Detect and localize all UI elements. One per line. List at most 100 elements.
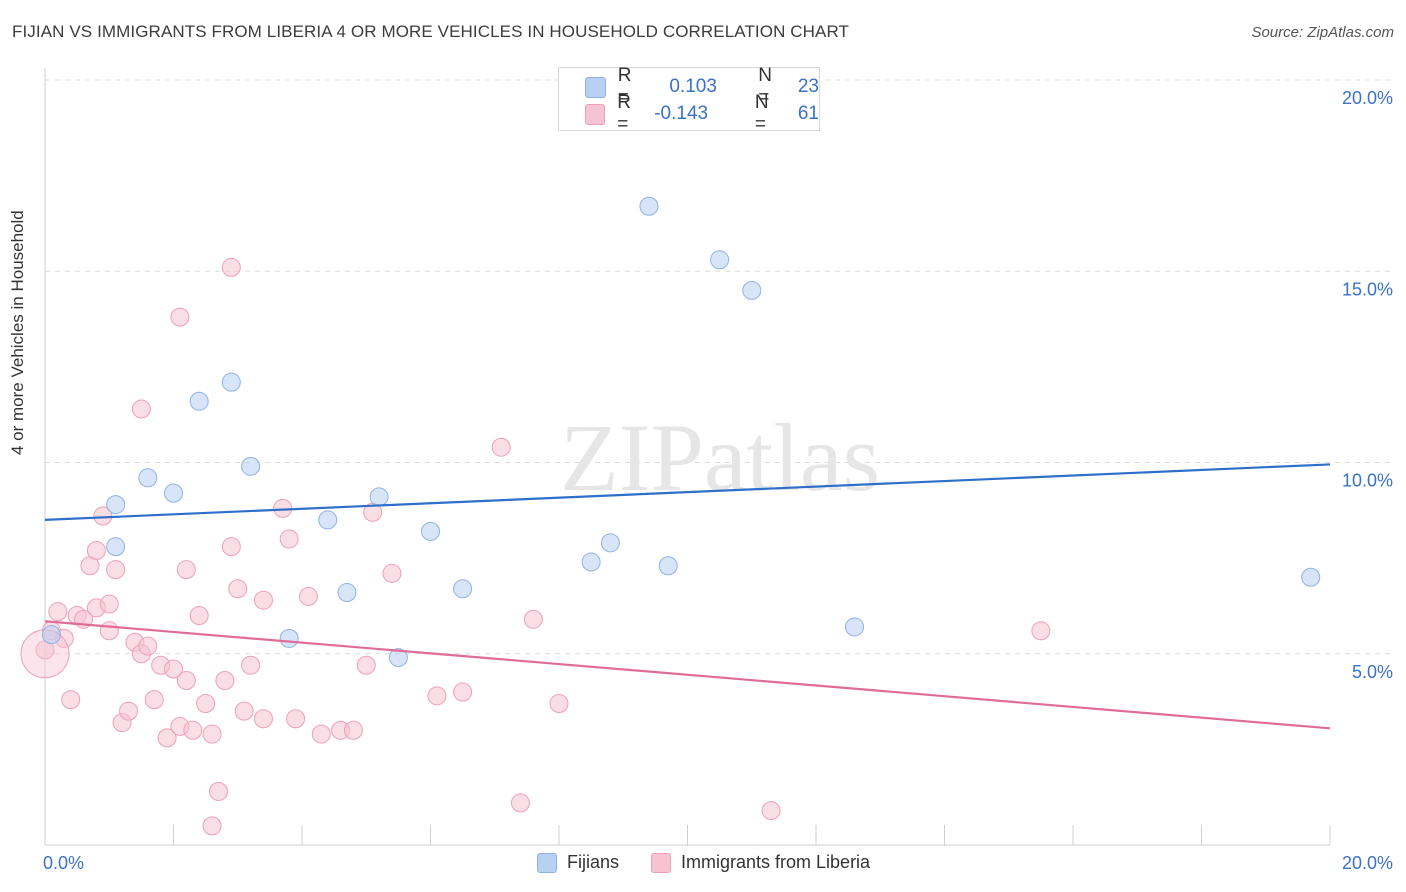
liberia-point xyxy=(99,594,119,614)
liberia-point xyxy=(215,671,235,691)
liberia-point xyxy=(1031,621,1051,641)
liberia-point xyxy=(208,781,228,801)
legend-row-fijians: R = 0.103 N = 23 xyxy=(585,65,819,108)
fijian-point xyxy=(189,391,209,411)
liberia-point xyxy=(427,686,447,706)
liberia-point xyxy=(241,655,261,675)
fijian-point xyxy=(388,648,408,668)
liberia-point xyxy=(356,655,376,675)
liberia-point xyxy=(157,728,177,748)
fijian-point xyxy=(106,495,126,515)
y-tick-label: 5.0% xyxy=(1352,662,1393,682)
fijians-legend-label: Fijians xyxy=(567,852,620,872)
liberia-point xyxy=(176,671,196,691)
liberia-point xyxy=(196,693,216,713)
liberia-point xyxy=(189,606,209,625)
liberia-point xyxy=(311,724,331,744)
fijians-legend-swatch xyxy=(537,852,557,873)
axes xyxy=(44,68,1331,846)
liberia-points xyxy=(20,257,1051,836)
n-label: N = xyxy=(754,92,769,135)
fijian-point xyxy=(600,533,620,553)
liberia-point xyxy=(279,529,299,549)
liberia-trend-line xyxy=(44,620,1331,730)
gridlines xyxy=(45,79,1395,655)
liberia-point xyxy=(253,590,273,610)
fijians-swatch xyxy=(585,76,606,98)
fijian-point xyxy=(241,456,261,476)
fijian-point xyxy=(658,556,678,576)
liberia-point xyxy=(202,724,222,744)
r-label: R = xyxy=(617,92,631,135)
n-value: 23 xyxy=(797,76,819,97)
liberia-point xyxy=(523,609,543,629)
liberia-point xyxy=(119,701,139,721)
y-tick-label: 20.0% xyxy=(1342,88,1393,108)
watermark: ZIPatlas xyxy=(560,404,880,511)
r-value: 0.103 xyxy=(669,76,717,97)
liberia-point xyxy=(61,690,81,710)
n-value: 61 xyxy=(797,103,819,124)
y-tick-label: 15.0% xyxy=(1342,279,1393,299)
x-tick-label: 0.0% xyxy=(43,853,84,873)
liberia-point xyxy=(549,693,569,713)
liberia-point xyxy=(221,537,241,557)
liberia-point xyxy=(221,257,241,277)
y-axis-label: 4 or more Vehicles in Household xyxy=(8,210,27,455)
liberia-legend-swatch xyxy=(651,852,672,873)
y-tick-label: 10.0% xyxy=(1342,471,1393,491)
fijian-point xyxy=(1301,567,1321,587)
fijian-point xyxy=(421,521,440,541)
liberia-point xyxy=(86,540,106,560)
fijian-point xyxy=(337,583,357,603)
fijian-point xyxy=(845,617,865,637)
liberia-point xyxy=(761,801,781,821)
liberia-point xyxy=(382,563,402,583)
fijians-trend-line xyxy=(44,463,1331,521)
tick-labels: 5.0% 10.0% 15.0% 20.0% 0.0% 20.0% xyxy=(43,88,1393,873)
source-label: Source: ZipAtlas.com xyxy=(1251,24,1394,41)
liberia-point xyxy=(491,437,511,457)
liberia-point xyxy=(144,690,164,710)
fijian-point xyxy=(369,487,389,507)
fijian-point xyxy=(318,510,338,530)
x-tick-label: 20.0% xyxy=(1342,853,1393,873)
fijian-point xyxy=(164,483,183,503)
liberia-point xyxy=(138,636,158,656)
liberia-point xyxy=(343,720,363,740)
stats-legend: R = 0.103 N = 23 R = -0.143 N = 61 xyxy=(558,65,820,135)
liberia-point xyxy=(106,560,126,580)
liberia-point xyxy=(286,709,306,729)
r-label: R = xyxy=(617,65,632,108)
liberia-point xyxy=(48,602,68,622)
liberia-point xyxy=(234,701,254,721)
chart-title: FIJIAN VS IMMIGRANTS FROM LIBERIA 4 OR M… xyxy=(12,22,850,41)
fijian-point xyxy=(710,250,730,270)
fijian-point xyxy=(138,468,158,488)
liberia-point xyxy=(510,793,530,813)
fijian-point xyxy=(279,628,299,648)
bottom-legend: Fijians Immigrants from Liberia xyxy=(537,852,870,873)
n-label: N = xyxy=(758,65,772,108)
fijian-points xyxy=(41,196,1321,668)
liberia-point xyxy=(202,816,222,836)
fijian-point xyxy=(742,280,762,300)
liberia-point xyxy=(298,586,318,606)
trend-lines xyxy=(44,463,1331,730)
liberia-point xyxy=(131,399,151,419)
liberia-point xyxy=(99,621,119,641)
liberia-point xyxy=(164,659,183,679)
legend-row-liberia: R = -0.143 N = 61 xyxy=(585,92,819,135)
liberia-point xyxy=(183,720,203,740)
fijian-point xyxy=(639,196,659,216)
liberia-point xyxy=(176,560,196,580)
liberia-swatch xyxy=(585,103,606,125)
liberia-legend-label: Immigrants from Liberia xyxy=(681,852,871,872)
liberia-point xyxy=(253,709,273,729)
r-value: -0.143 xyxy=(654,103,709,124)
liberia-point xyxy=(228,579,248,599)
fijian-point xyxy=(41,625,61,645)
fijian-point xyxy=(453,579,473,599)
fijian-point xyxy=(106,537,126,557)
